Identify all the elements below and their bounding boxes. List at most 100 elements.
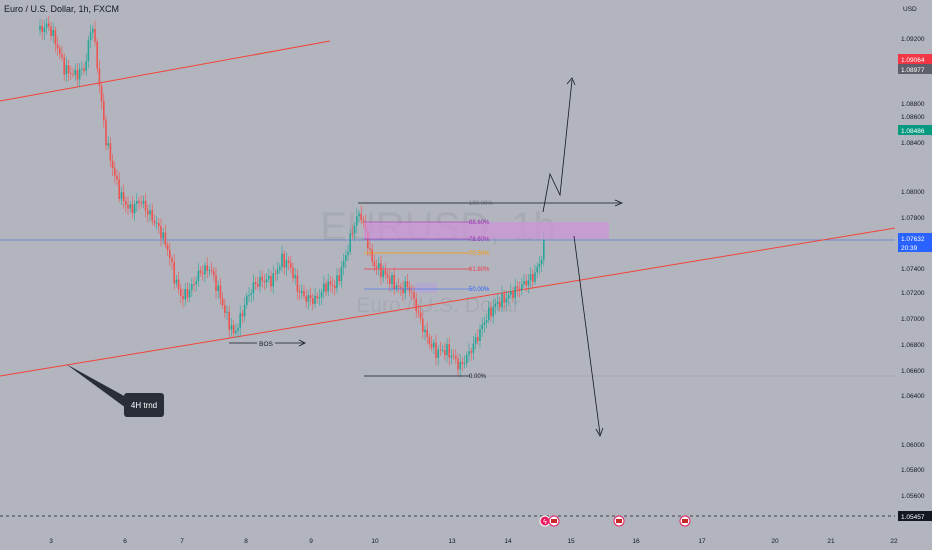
fib-label-786: 78.60% <box>469 237 490 243</box>
candle-body <box>463 363 466 364</box>
candle-body <box>274 273 277 275</box>
price-tick: 1.06600 <box>901 368 925 375</box>
chart-pane[interactable] <box>0 0 895 528</box>
time-axis-bg <box>0 528 932 550</box>
candle-body <box>177 279 180 290</box>
candle-body <box>466 354 468 364</box>
candle-body <box>342 260 345 268</box>
candle-body <box>450 355 453 358</box>
candle-body <box>243 304 246 317</box>
candle-body <box>120 192 123 199</box>
candle-body <box>263 280 266 283</box>
candle-body <box>138 200 140 203</box>
time-tick: 7 <box>180 538 184 545</box>
upper-trendline[interactable] <box>0 40 331 102</box>
candle-body <box>345 255 347 261</box>
candle-body <box>415 298 417 312</box>
candle-body <box>417 311 420 313</box>
candle-body <box>217 285 219 291</box>
candle-body <box>140 202 142 204</box>
candle-body <box>305 296 307 302</box>
candle-body <box>208 270 211 271</box>
candle-body <box>235 331 237 334</box>
candle-body <box>472 343 475 353</box>
candle-body <box>127 204 129 209</box>
candle-body <box>296 275 299 292</box>
candle-body <box>516 286 519 289</box>
price-tick: 1.08600 <box>901 114 925 121</box>
candle-body <box>133 203 136 214</box>
candle-body <box>85 61 87 71</box>
candle-body <box>358 213 360 217</box>
candle-body <box>397 285 400 288</box>
candle-body <box>191 284 193 290</box>
candle-body <box>105 120 107 146</box>
time-tick: 3 <box>49 538 53 545</box>
candle-body <box>122 192 125 201</box>
candle-body <box>118 179 120 199</box>
candle-body <box>400 287 402 289</box>
candle-body <box>316 295 318 299</box>
candle-body <box>503 293 505 303</box>
time-tick: 9 <box>309 538 313 545</box>
candle-body <box>543 240 545 260</box>
price-axis[interactable]: USD 1.09200 1.08800 1.08600 1.08400 1.08… <box>895 0 932 528</box>
candle-body <box>540 259 543 264</box>
candle-body <box>186 289 189 298</box>
candle-body <box>116 175 118 180</box>
candle-body <box>254 282 257 285</box>
bearish-projection-path[interactable] <box>573 235 601 435</box>
bos-label-bg <box>257 338 275 348</box>
candle-body <box>422 318 424 333</box>
candle-body <box>479 329 481 342</box>
bullish-projection-arrowhead <box>566 77 576 86</box>
candle-body <box>175 279 178 284</box>
time-axis[interactable]: 3 6 7 8 9 10 13 14 15 16 17 20 21 22 <box>0 528 932 550</box>
candle-body <box>428 336 431 344</box>
candle-body <box>197 270 200 282</box>
candle-body <box>320 291 323 298</box>
candle-body <box>206 265 208 271</box>
candle-body <box>433 342 435 348</box>
economic-events[interactable]: ϟ <box>539 515 691 527</box>
bearish-projection-arrowhead <box>595 427 604 437</box>
time-tick: 21 <box>827 538 835 545</box>
price-label-green-text: 1.08486 <box>901 128 925 135</box>
candle-body <box>41 25 43 33</box>
candle-body <box>72 74 74 75</box>
candle-body <box>100 85 103 102</box>
candle-body <box>221 298 224 306</box>
candle-body <box>488 307 490 321</box>
symbol-header[interactable]: Euro / U.S. Dollar, 1h, FXCM <box>4 4 120 14</box>
candle-body <box>59 48 61 54</box>
candle-body <box>173 262 175 284</box>
candle-body <box>384 270 387 275</box>
candle-body <box>375 266 378 268</box>
trendline-4h[interactable] <box>0 227 896 377</box>
candle-body <box>411 291 413 293</box>
trend-callout[interactable]: 4H trnd <box>66 364 164 417</box>
candle-body <box>395 285 398 290</box>
candle-body <box>78 69 81 80</box>
price-tick: 1.08800 <box>901 101 925 108</box>
time-tick: 14 <box>504 538 512 545</box>
candle-body <box>158 223 160 227</box>
candle-body <box>285 260 288 268</box>
candle-body <box>483 322 486 325</box>
candle-body <box>61 53 63 58</box>
candle-body <box>360 213 362 221</box>
bullish-projection-path[interactable] <box>542 79 573 213</box>
candle-body <box>444 350 446 356</box>
price-label-low-text: 1.05457 <box>901 514 925 521</box>
price-tick: 1.09200 <box>901 36 925 43</box>
candle-body <box>136 200 138 204</box>
candle-body <box>67 65 70 74</box>
price-axis-bg <box>895 0 932 528</box>
last-price-label <box>898 233 932 252</box>
candle-body <box>39 25 41 30</box>
candle-body <box>448 344 450 358</box>
candle-body <box>52 29 54 37</box>
candle-body <box>250 293 252 296</box>
candle-body <box>404 281 406 294</box>
